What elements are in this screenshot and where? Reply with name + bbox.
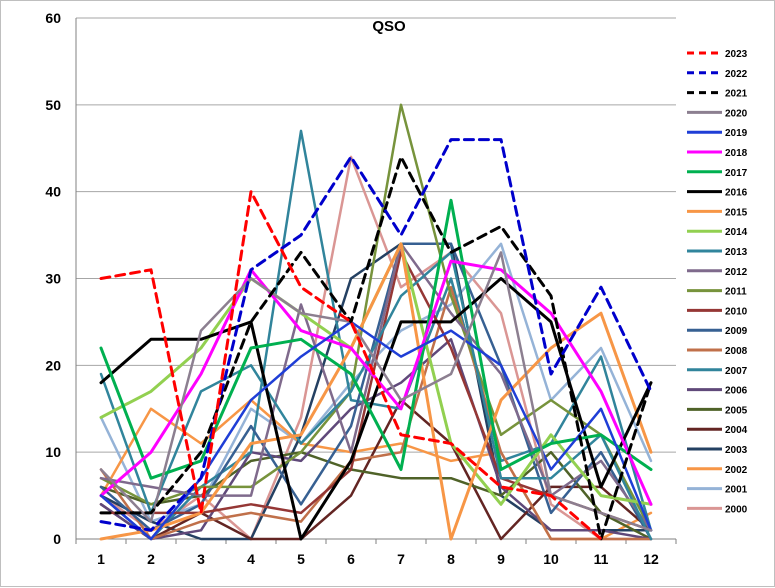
- series-line-2016: [99, 277, 653, 541]
- legend-label-2016: 2016: [725, 188, 748, 199]
- series-line-2022: [99, 138, 653, 532]
- legend-label-2014: 2014: [725, 227, 748, 238]
- legend-label-2020: 2020: [725, 108, 748, 119]
- y-tick-label: 10: [45, 444, 61, 460]
- y-tick-label: 40: [45, 184, 61, 200]
- legend-label-2022: 2022: [725, 69, 748, 80]
- legend-label-2001: 2001: [725, 485, 748, 496]
- legend-label-2009: 2009: [725, 326, 748, 337]
- legend-label-2023: 2023: [725, 49, 748, 60]
- series-layer: [99, 103, 653, 541]
- legend-label-2018: 2018: [725, 148, 748, 159]
- x-tick-label: 8: [447, 551, 455, 567]
- legend-label-2013: 2013: [725, 247, 748, 258]
- series-line-2000: [99, 155, 653, 541]
- legend-label-2008: 2008: [725, 346, 748, 357]
- x-tick-label: 7: [397, 551, 405, 567]
- legend-label-2007: 2007: [725, 366, 748, 377]
- x-tick-label: 5: [297, 551, 305, 567]
- y-tick-label: 50: [45, 97, 61, 113]
- y-tick-label: 30: [45, 271, 61, 287]
- legend-label-2011: 2011: [725, 287, 747, 298]
- legend-label-2012: 2012: [725, 267, 748, 278]
- x-tick-label: 12: [643, 551, 659, 567]
- x-tick-label: 11: [594, 551, 609, 567]
- x-tick-label: 6: [347, 551, 355, 567]
- legend-label-2002: 2002: [725, 465, 748, 476]
- x-tick-label: 3: [197, 551, 205, 567]
- series-line-2012: [99, 242, 653, 532]
- y-tick-label: 0: [53, 531, 61, 547]
- x-tick-label: 1: [97, 551, 105, 567]
- series-line-2020: [99, 251, 653, 532]
- series-line-2007: [99, 129, 653, 541]
- legend-label-2000: 2000: [725, 504, 748, 515]
- chart-title: QSO: [372, 18, 406, 35]
- legend-label-2004: 2004: [725, 425, 748, 436]
- legend-label-2017: 2017: [725, 168, 748, 179]
- series-line-2014: [99, 242, 653, 506]
- legend: 2023 2022 2021 2020 2019 2018 2017 2016 2015 2014…: [687, 49, 748, 515]
- x-tick-label: 9: [497, 551, 505, 567]
- x-tick-label: 10: [543, 551, 559, 567]
- legend-label-2003: 2003: [725, 445, 748, 456]
- y-tick-label: 20: [45, 357, 61, 373]
- legend-label-2005: 2005: [725, 405, 748, 416]
- legend-label-2015: 2015: [725, 207, 748, 218]
- series-line-2008: [99, 285, 653, 541]
- x-tick-label: 2: [147, 551, 155, 567]
- y-tick-label: 60: [45, 10, 61, 26]
- legend-label-2010: 2010: [725, 306, 748, 317]
- legend-label-2021: 2021: [725, 89, 748, 100]
- series-line-2023: [99, 190, 603, 541]
- legend-label-2019: 2019: [725, 128, 748, 139]
- series-line-2013: [99, 251, 653, 541]
- series-line-2021: [99, 155, 653, 541]
- legend-label-2006: 2006: [725, 386, 748, 397]
- x-tick-label: 4: [247, 551, 255, 567]
